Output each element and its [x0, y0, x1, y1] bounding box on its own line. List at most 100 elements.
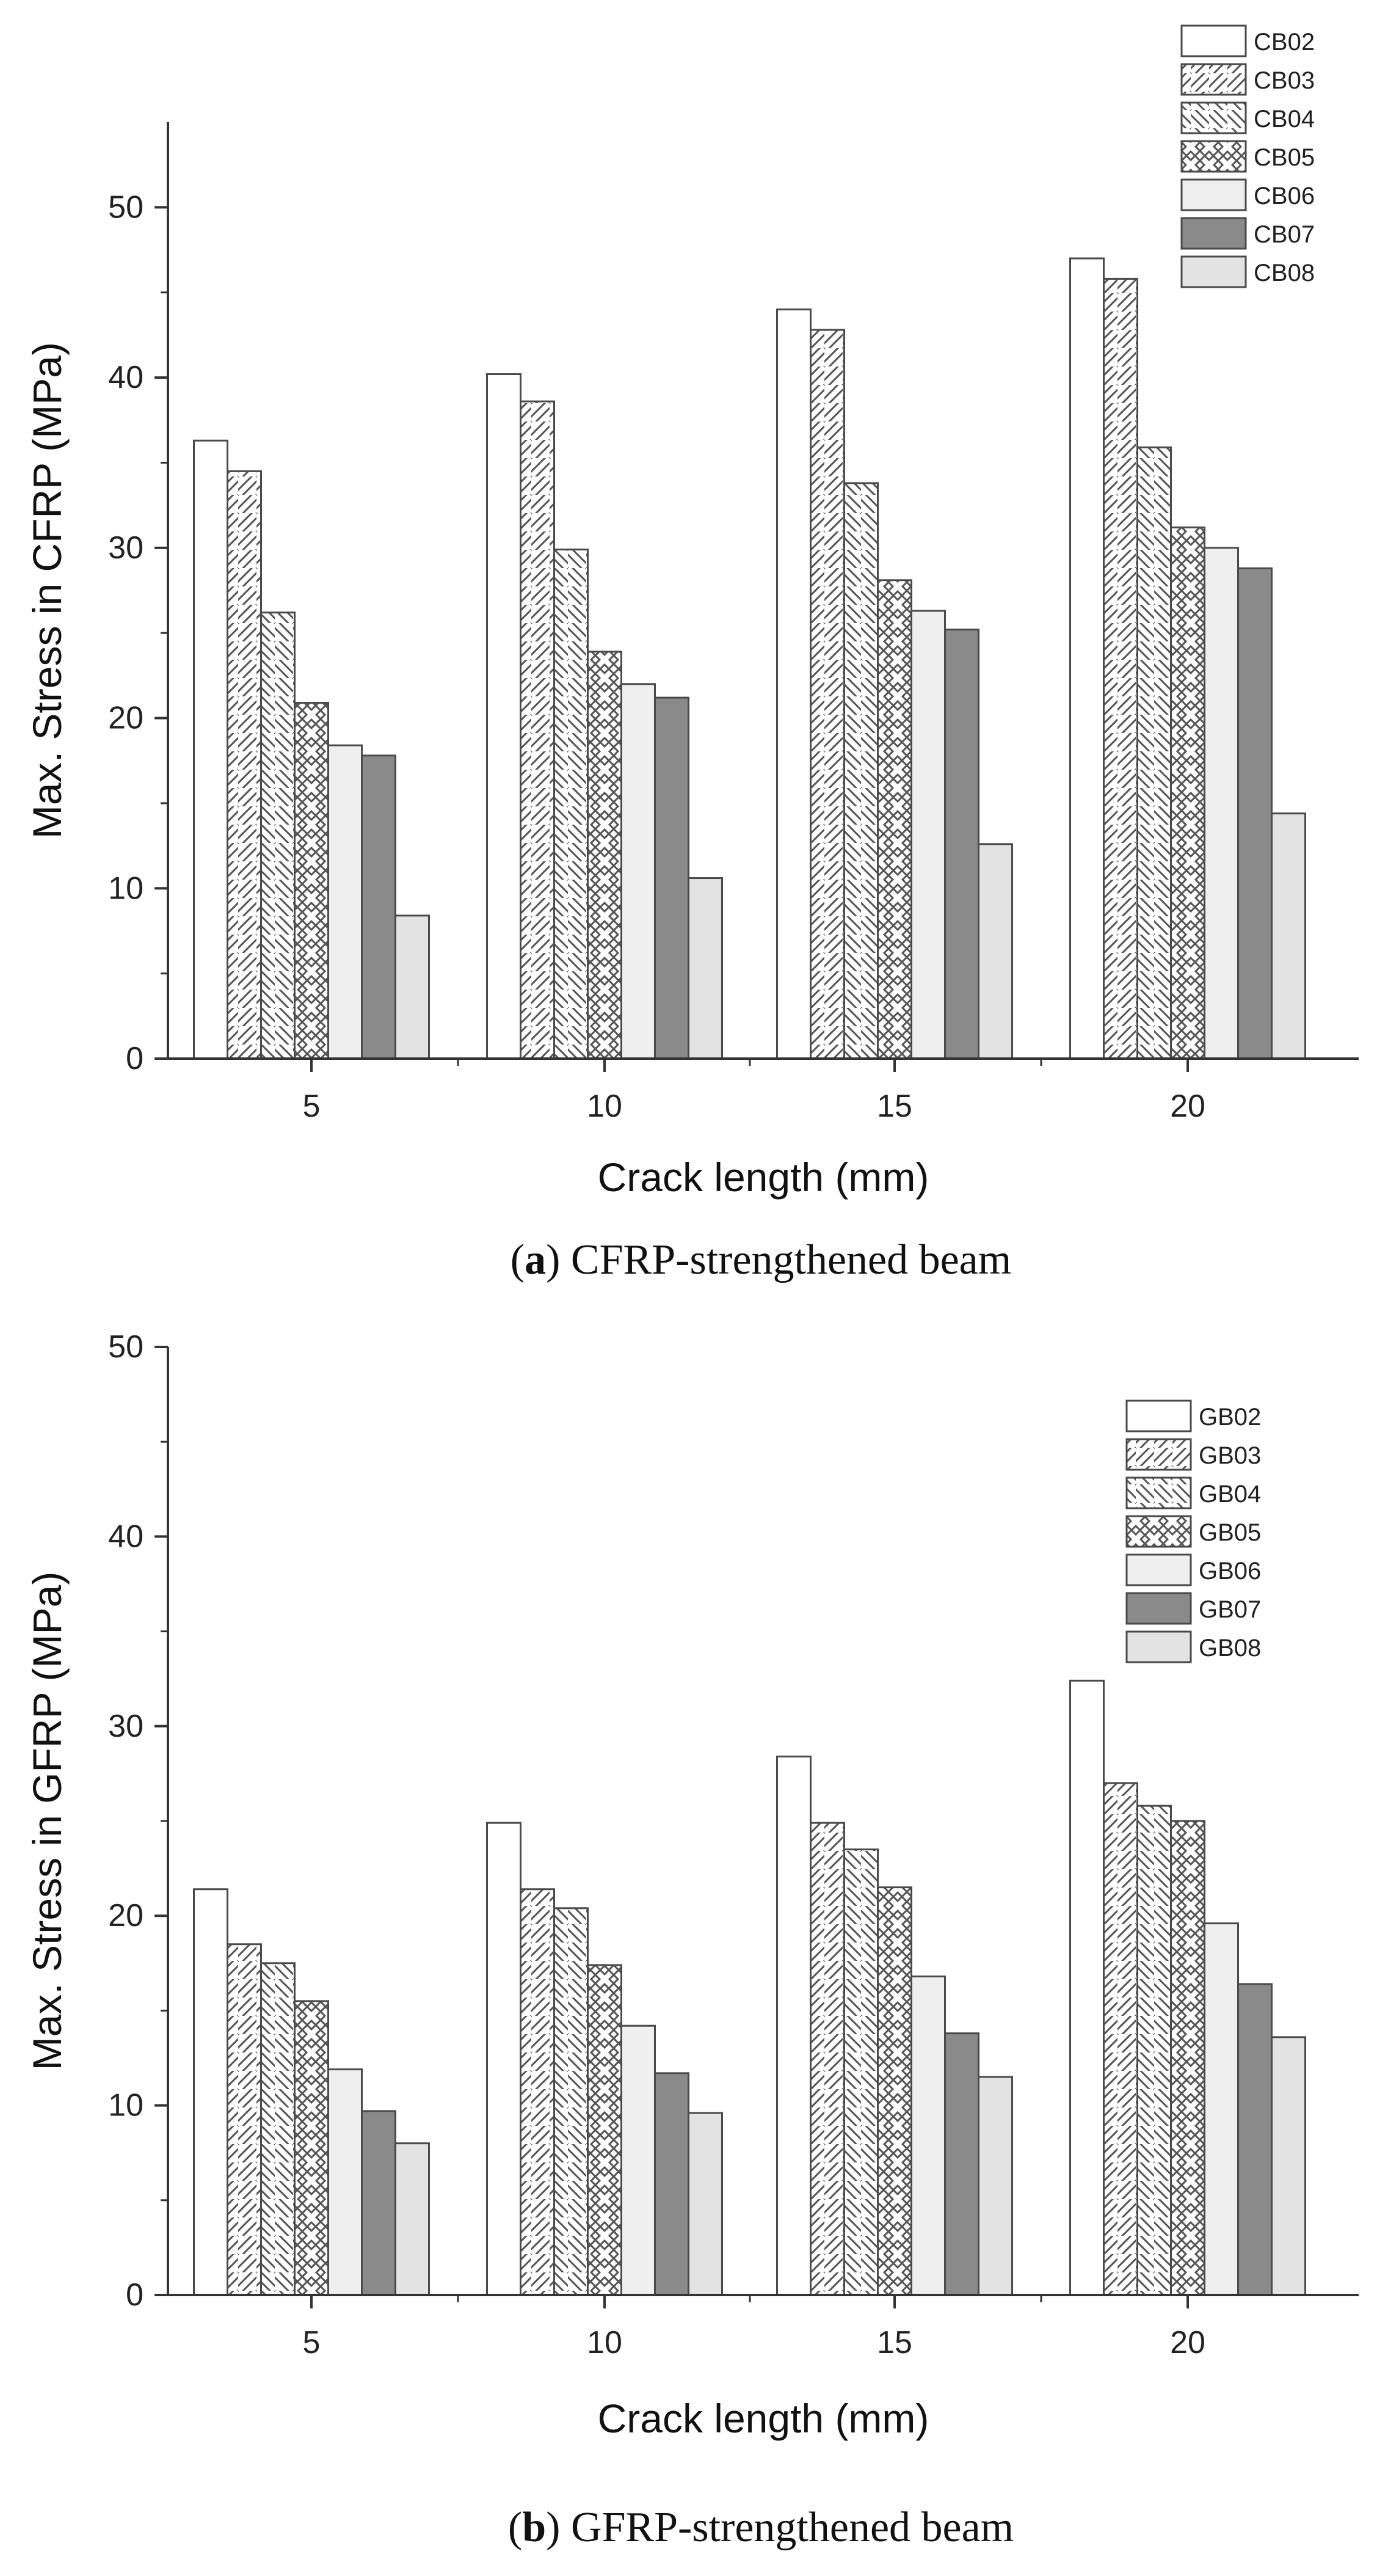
- bar-cb06-20: [1204, 547, 1239, 1060]
- bar-gb07-5: [361, 2110, 396, 2296]
- bar-cb07-15: [944, 629, 979, 1060]
- bar-cb03-15: [810, 329, 845, 1060]
- y-tick-label: 40: [108, 360, 144, 395]
- legend-swatch-gb05: [1125, 1515, 1192, 1548]
- legend-label-cb02: CB02: [1254, 29, 1315, 56]
- legend-swatch-cb06: [1180, 178, 1247, 211]
- bar-gb08-20: [1271, 2036, 1306, 2296]
- y-tick-label: 30: [108, 530, 144, 566]
- y-tick-label: 10: [108, 2088, 144, 2123]
- bar-cb07-10: [654, 696, 689, 1060]
- bar-gb02-5: [193, 1888, 228, 2296]
- chart-a: 0 10 20 30 40 50 5 10 15 20 Crack length (mm) Max. …: [24, 24, 1359, 1283]
- legend-swatch-gb08: [1125, 1630, 1192, 1663]
- legend-swatch-cb04: [1180, 101, 1247, 134]
- bar-gb03-20: [1103, 1782, 1138, 2296]
- bar-cb07-20: [1237, 567, 1273, 1060]
- bar-gb06-15: [910, 1976, 946, 2296]
- bar-cb08-10: [688, 877, 723, 1060]
- bar-gb05-10: [587, 1964, 622, 2296]
- bar-cb03-5: [227, 470, 262, 1060]
- bar-cb05-10: [587, 651, 622, 1060]
- y-axis-title: Max. Stress in GFRP (MPa): [24, 1572, 70, 2071]
- bar-gb04-20: [1136, 1804, 1172, 2296]
- bar-gb02-15: [776, 1755, 812, 2296]
- legend-swatch-gb06: [1125, 1553, 1192, 1586]
- bar-cb03-20: [1103, 277, 1138, 1060]
- legend-label-gb05: GB05: [1199, 1519, 1261, 1546]
- bar-gb02-20: [1069, 1679, 1105, 2296]
- bar-cb02-5: [193, 439, 228, 1060]
- y-tick-label: 20: [108, 701, 144, 736]
- legend-label-gb04: GB04: [1199, 1481, 1261, 1508]
- bar-gb05-5: [294, 2000, 329, 2296]
- legend-label-gb03: GB03: [1199, 1442, 1261, 1469]
- legend-label-gb02: GB02: [1199, 1404, 1261, 1431]
- bar-gb06-20: [1204, 1922, 1239, 2296]
- bar-cb07-5: [361, 754, 396, 1060]
- bar-gb07-15: [944, 2032, 979, 2296]
- x-axis-title: Crack length (mm): [598, 2396, 929, 2441]
- bar-gb07-10: [654, 2072, 689, 2296]
- bar-gb04-5: [260, 1962, 296, 2296]
- y-axis-title: Max. Stress in CFRP (MPa): [24, 342, 70, 839]
- legend-swatch-cb05: [1180, 140, 1247, 173]
- bar-gb05-20: [1170, 1820, 1205, 2296]
- bar-cb05-5: [294, 701, 329, 1060]
- y-tick-label: 40: [108, 1519, 144, 1554]
- legend-label-gb08: GB08: [1199, 1635, 1261, 1662]
- y-tick-label: 0: [126, 2277, 144, 2313]
- legend-swatch-gb03: [1125, 1438, 1192, 1471]
- bar-cb02-10: [486, 373, 521, 1060]
- bar-cb04-5: [260, 611, 296, 1060]
- bar-cb05-15: [877, 579, 912, 1060]
- bar-cb06-10: [620, 683, 656, 1060]
- legend-swatch-cb03: [1180, 63, 1247, 96]
- legend-label-gb06: GB06: [1199, 1558, 1261, 1585]
- bar-cb06-15: [910, 610, 946, 1060]
- bar-cb08-15: [978, 843, 1013, 1060]
- legend-label-gb07: GB07: [1199, 1596, 1261, 1623]
- legend-label-cb04: CB04: [1254, 106, 1315, 133]
- legend-swatch-cb07: [1180, 217, 1247, 250]
- legend-label-cb07: CB07: [1254, 221, 1315, 248]
- x-tick-label: 5: [303, 2325, 321, 2360]
- bar-cb04-20: [1136, 446, 1172, 1060]
- bar-gb06-10: [620, 2024, 656, 2296]
- bar-gb04-10: [553, 1907, 589, 2296]
- legend-label-cb03: CB03: [1254, 67, 1315, 94]
- bar-cb05-20: [1170, 526, 1205, 1060]
- bar-cb02-15: [776, 308, 812, 1060]
- bar-gb07-20: [1237, 1983, 1273, 2296]
- figure-caption: (b) GFRP-strengthened beam: [508, 2504, 1014, 2551]
- x-tick-label: 20: [1170, 2325, 1205, 2360]
- y-tick-label: 30: [108, 1709, 144, 1744]
- legend-swatch-gb02: [1125, 1399, 1192, 1432]
- figure-caption: (a) CFRP-strengthened beam: [511, 1236, 1011, 1283]
- legend-swatch-gb07: [1125, 1592, 1192, 1625]
- bar-gb06-5: [327, 2068, 363, 2296]
- legend-label-cb05: CB05: [1254, 144, 1315, 171]
- bar-cb04-10: [553, 549, 589, 1060]
- bar-cb03-10: [520, 400, 555, 1060]
- y-tick-label: 50: [108, 1329, 144, 1365]
- x-tick-label: 20: [1170, 1089, 1205, 1124]
- x-tick-label: 5: [303, 1089, 321, 1124]
- x-tick-label: 10: [587, 2325, 622, 2360]
- y-tick-label: 20: [108, 1898, 144, 1933]
- legend-swatch-cb02: [1180, 24, 1247, 57]
- bar-gb03-5: [227, 1943, 262, 2296]
- legend-swatch-cb08: [1180, 255, 1247, 288]
- x-tick-label: 15: [877, 1089, 912, 1124]
- bar-cb08-20: [1271, 812, 1306, 1060]
- bar-gb08-10: [688, 2112, 723, 2296]
- legend-swatch-gb04: [1125, 1476, 1192, 1509]
- y-tick-label: 50: [108, 189, 144, 225]
- y-tick-label: 0: [126, 1041, 144, 1076]
- bar-cb04-15: [843, 482, 879, 1060]
- bar-gb03-10: [520, 1888, 555, 2296]
- bar-cb06-5: [327, 744, 363, 1060]
- x-tick-label: 15: [877, 2325, 912, 2360]
- bar-gb08-5: [394, 2142, 430, 2296]
